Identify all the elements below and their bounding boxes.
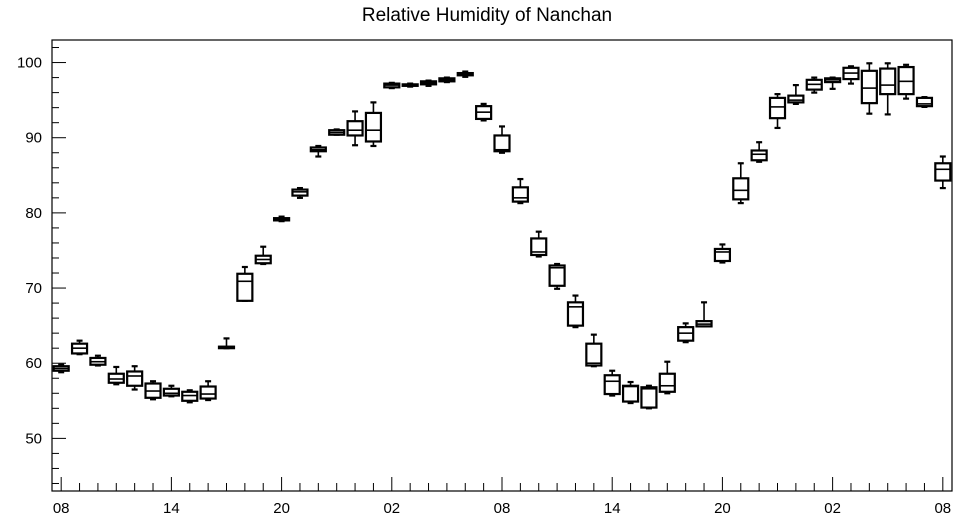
- box-iqr: [346, 120, 364, 137]
- box-plot: [566, 294, 585, 329]
- x-tick-label: 02: [383, 500, 400, 517]
- box-plot: [162, 384, 180, 398]
- x-tick-label: 20: [714, 500, 731, 517]
- x-tick-label: 14: [604, 500, 621, 517]
- box-plot: [879, 62, 897, 116]
- x-tick-label: 08: [934, 500, 951, 517]
- box-plot: [493, 125, 511, 154]
- box-plot: [640, 384, 658, 410]
- box-iqr: [750, 149, 768, 162]
- box-iqr: [860, 69, 878, 105]
- box-plot: [585, 333, 603, 368]
- box-iqr: [915, 96, 934, 108]
- x-tick-label: 20: [273, 500, 290, 517]
- x-tick-label: 08: [53, 500, 70, 517]
- box-plot: [89, 354, 107, 367]
- box-plot: [768, 93, 787, 130]
- box-plot: [456, 70, 474, 78]
- plot-frame: [51, 39, 953, 492]
- box-plot: [217, 337, 236, 350]
- box-plot: [530, 230, 548, 258]
- box-plot: [860, 62, 878, 115]
- box-plot: [199, 380, 217, 402]
- box-plot: [897, 63, 915, 100]
- y-tick-label: 70: [25, 280, 42, 297]
- box-plot: [383, 81, 401, 90]
- box-plot: [603, 369, 621, 397]
- box-iqr: [787, 94, 805, 104]
- box-series: [52, 62, 952, 410]
- y-axis: 50 60 70 80 90 100: [17, 47, 66, 484]
- box-iqr: [585, 342, 603, 367]
- box-plot: [805, 76, 823, 94]
- box-plot: [713, 243, 732, 264]
- box-plot: [732, 162, 750, 205]
- box-plot: [750, 141, 768, 163]
- box-plot: [346, 110, 364, 147]
- box-plot: [438, 76, 456, 84]
- box-iqr: [879, 67, 897, 96]
- y-tick-label: 50: [25, 430, 42, 447]
- y-tick-label: 90: [25, 130, 42, 147]
- box-plot: [401, 82, 419, 88]
- x-axis: 08 14 20 02 08 14 20 02 08: [53, 477, 951, 517]
- chart-title: Relative Humidity of Nanchan: [362, 5, 612, 26]
- box-iqr: [934, 162, 952, 182]
- box-plot: [824, 76, 842, 90]
- box-plot: [181, 389, 199, 404]
- box-plot: [677, 322, 695, 344]
- box-plot: [787, 83, 805, 105]
- box-plot: [144, 380, 162, 401]
- box-plot: [915, 96, 934, 108]
- box-plot: [934, 155, 952, 190]
- box-iqr: [162, 387, 180, 397]
- box-plot: [419, 79, 438, 87]
- x-tick-label: 08: [494, 500, 511, 517]
- box-plot: [236, 265, 254, 302]
- box-plot: [548, 262, 566, 290]
- box-iqr: [640, 386, 658, 409]
- box-iqr: [199, 385, 217, 400]
- box-plot: [658, 360, 676, 395]
- box-iqr: [768, 96, 787, 120]
- box-iqr: [126, 370, 144, 387]
- box-iqr: [364, 111, 383, 143]
- box-plot: [511, 177, 529, 205]
- x-tick-label: 14: [163, 500, 180, 517]
- box-iqr: [603, 374, 621, 396]
- box-plot: [254, 245, 272, 266]
- box-iqr: [530, 237, 548, 257]
- box-plot: [107, 365, 125, 386]
- box-iqr: [658, 372, 676, 393]
- box-iqr: [713, 247, 732, 263]
- y-tick-label: 80: [25, 205, 42, 222]
- y-tick-label: 100: [17, 55, 42, 72]
- box-plot: [842, 65, 860, 85]
- box-plot: [475, 102, 493, 122]
- box-plot: [328, 128, 346, 136]
- box-plot: [621, 380, 640, 405]
- box-iqr: [566, 301, 585, 327]
- box-plot: [364, 101, 383, 148]
- box-plot: [291, 186, 309, 199]
- box-plot: [272, 215, 291, 223]
- box-iqr: [621, 384, 640, 403]
- box-iqr: [548, 264, 566, 287]
- box-iqr: [493, 134, 511, 153]
- box-plot: [309, 144, 327, 158]
- box-plot: [695, 301, 713, 328]
- x-tick-label: 02: [824, 500, 841, 517]
- box-iqr: [732, 177, 750, 201]
- box-plot: [126, 365, 144, 391]
- box-plot: [52, 363, 70, 374]
- y-tick-label: 60: [25, 355, 42, 372]
- box-plot: [70, 339, 89, 356]
- box-iqr: [236, 272, 254, 302]
- box-iqr: [511, 186, 529, 203]
